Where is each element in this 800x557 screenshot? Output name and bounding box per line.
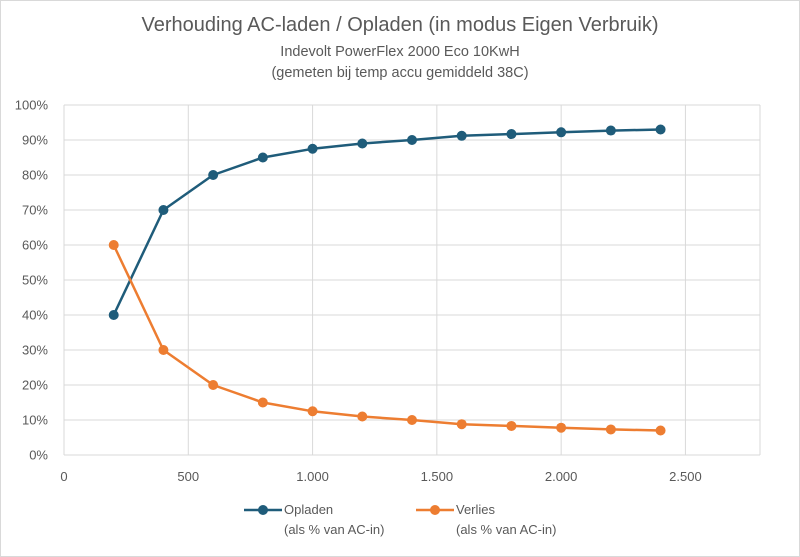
x-tick-label: 2.500 <box>669 469 702 484</box>
x-tick-label: 500 <box>177 469 199 484</box>
data-point-verlies <box>556 422 567 433</box>
data-point-opladen <box>506 129 517 140</box>
y-tick-label: 70% <box>22 203 48 218</box>
y-tick-label: 60% <box>22 238 48 253</box>
chart-subtitle-1: Indevolt PowerFlex 2000 Eco 10KwH <box>280 44 520 60</box>
data-point-opladen <box>556 127 567 138</box>
data-point-verlies <box>357 411 368 422</box>
data-point-verlies <box>208 380 219 390</box>
data-point-verlies <box>108 240 119 250</box>
x-tick-label: 2.000 <box>545 469 578 484</box>
data-point-opladen <box>407 135 417 145</box>
chart-title: Verhouding AC-laden / Opladen (in modus … <box>141 14 659 36</box>
data-point-verlies <box>307 406 318 417</box>
data-point-opladen <box>108 310 119 320</box>
chart-subtitle-2: (gemeten bij temp accu gemiddeld 38C) <box>271 65 529 81</box>
data-point-opladen <box>257 152 268 163</box>
data-point-opladen <box>357 138 368 149</box>
x-tick-label: 1.000 <box>296 469 329 484</box>
legend-sublabel-opladen: (als % van AC-in) <box>284 522 385 537</box>
data-point-opladen <box>605 125 616 136</box>
y-tick-label: 50% <box>22 273 48 288</box>
data-point-verlies <box>605 424 616 435</box>
y-tick-label: 20% <box>22 378 48 393</box>
y-tick-label: 100% <box>15 98 49 113</box>
legend-marker-opladen <box>244 505 282 515</box>
data-point-verlies <box>158 345 169 355</box>
data-point-verlies <box>506 420 517 431</box>
legend-sublabel-verlies: (als % van AC-in) <box>456 522 557 537</box>
data-point-opladen <box>208 170 219 180</box>
data-point-verlies <box>456 419 467 430</box>
data-point-opladen <box>307 143 318 154</box>
y-tick-label: 10% <box>22 413 48 428</box>
legend-label-verlies: Verlies <box>456 502 496 517</box>
y-tick-label: 0% <box>29 448 48 463</box>
data-point-opladen <box>456 130 467 141</box>
y-tick-label: 30% <box>22 343 48 358</box>
y-tick-label: 90% <box>22 133 48 148</box>
y-tick-label: 40% <box>22 308 48 323</box>
y-tick-label: 80% <box>22 168 48 183</box>
data-point-verlies <box>407 415 417 425</box>
legend-label-opladen: Opladen <box>284 502 334 517</box>
series-line-opladen <box>112 128 661 316</box>
legend-marker-verlies <box>416 505 454 515</box>
x-tick-label: 1.500 <box>421 469 454 484</box>
data-point-verlies <box>655 425 666 436</box>
x-tick-label: 0 <box>60 469 67 484</box>
data-point-opladen <box>158 205 169 215</box>
data-point-opladen <box>655 124 666 135</box>
series-line-verlies <box>112 244 661 432</box>
data-point-verlies <box>257 397 268 408</box>
